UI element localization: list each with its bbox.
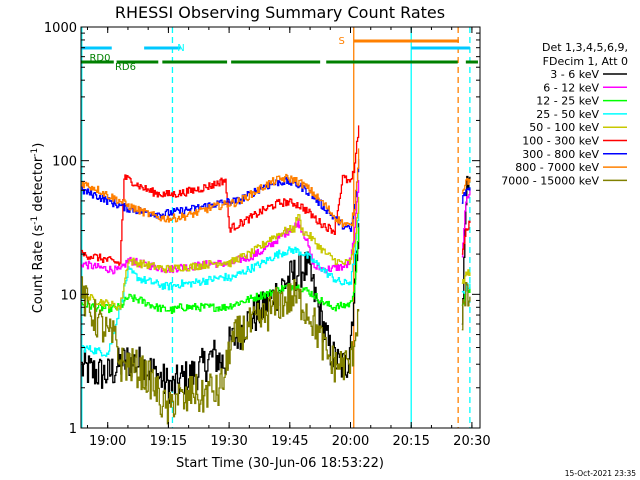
x-tick-label: 20:15 — [392, 434, 429, 449]
footer-timestamp: 15-Oct-2021 23:35 — [565, 469, 636, 478]
legend-entry-label: 7000 - 15000 keV — [501, 174, 599, 187]
x-tick-label: 19:15 — [150, 434, 187, 449]
x-axis-label: Start Time (30-Jun-06 18:53:22) — [176, 456, 384, 471]
y-axis-label-sup-2: -1 — [30, 148, 40, 157]
series-line — [81, 203, 360, 357]
y-tick-label: 1000 — [44, 21, 77, 36]
attenuator-state-label: RD0 — [89, 53, 110, 64]
legend-header-line-1: Det 1,3,4,5,6,9, — [542, 41, 628, 54]
y-axis-ticks: 1 10 100 1000 — [44, 21, 480, 437]
y-axis-label: Count Rate (s-1 detector-1) — [30, 143, 46, 314]
legend-entry-label: 12 - 25 keV — [536, 95, 599, 108]
legend-header-line-2: FDecim 1, Att 0 — [543, 55, 628, 68]
series-line — [81, 180, 360, 275]
series-layer — [81, 125, 471, 425]
legend-entry-label: 25 - 50 keV — [536, 108, 599, 121]
series-line — [81, 159, 360, 232]
legend-entry-label: 100 - 300 keV — [522, 135, 599, 148]
series-line — [461, 178, 471, 194]
series-line — [461, 187, 471, 204]
legend-entry-label: 300 - 800 keV — [522, 148, 599, 161]
series-line — [81, 227, 360, 314]
y-axis-label-part-2: detector — [31, 156, 46, 216]
plot-frame — [80, 26, 481, 429]
saa-marker-label: S — [339, 36, 345, 47]
x-tick-label: 19:30 — [210, 434, 247, 449]
x-axis-ticks: 19:00 19:15 19:30 19:45 20:00 20:15 20:30 — [86, 27, 491, 449]
series-line — [81, 196, 360, 311]
series-line — [81, 148, 360, 228]
y-tick-label: 10 — [60, 288, 77, 303]
series-line — [81, 223, 360, 404]
x-tick-label: 19:45 — [271, 434, 308, 449]
series-line — [461, 281, 471, 331]
plot-area: RD0 RD6 S N 19:00 19:15 19:30 19:45 20:00 20:15 2… — [44, 21, 491, 449]
legend-entry-label: 6 - 12 keV — [543, 81, 599, 94]
chart-title: RHESSI Observing Summary Count Rates — [115, 3, 445, 22]
x-tick-label: 19:00 — [89, 434, 126, 449]
y-axis-label-part-3: ) — [31, 143, 46, 148]
decimation-state-label: RD6 — [115, 62, 136, 73]
night-marker-label: N — [177, 43, 184, 54]
series-line — [81, 125, 360, 266]
legend-entry-label: 3 - 6 keV — [550, 68, 599, 81]
y-tick-label: 1 — [69, 422, 77, 437]
x-tick-label: 20:00 — [332, 434, 369, 449]
legend-entry-label: 800 - 7000 keV — [515, 161, 599, 174]
series-line — [461, 220, 471, 255]
y-axis-label-sup-1: -1 — [30, 216, 40, 225]
x-tick-label: 20:30 — [453, 434, 490, 449]
series-line — [461, 269, 471, 284]
legend-entry-label: 50 - 100 keV — [529, 121, 599, 134]
y-tick-label: 100 — [52, 155, 77, 170]
status-bars: RD0 RD6 S N — [81, 36, 478, 73]
y-axis-label-part-1: Count Rate (s — [31, 225, 46, 314]
series-line — [81, 276, 360, 425]
legend: Det 1,3,4,5,6,9, FDecim 1, Att 0 3 - 6 k… — [501, 41, 628, 187]
